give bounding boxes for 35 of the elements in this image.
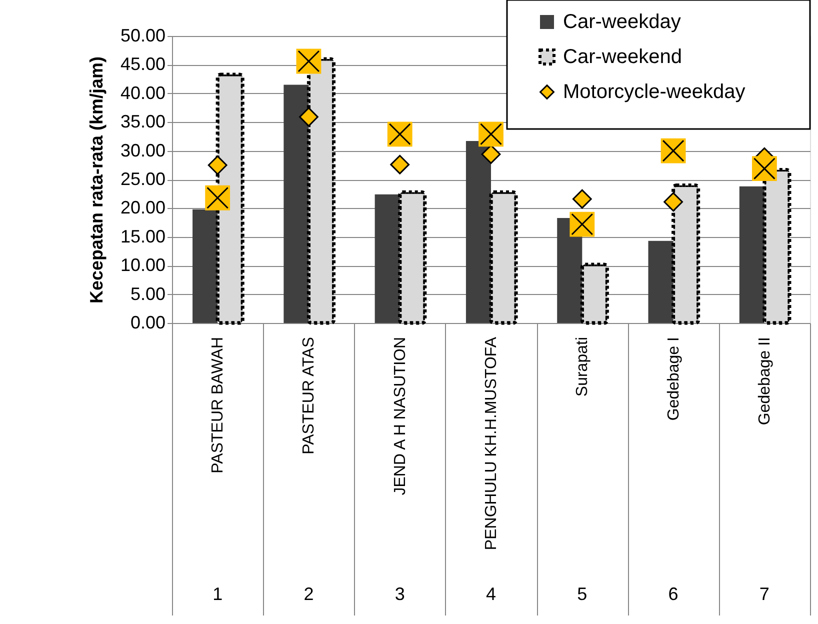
- x-tick-label: JEND A H NASUTION: [392, 337, 409, 496]
- text: 2: [304, 584, 314, 604]
- y-tick-label: 10.00: [120, 255, 166, 276]
- point: [390, 154, 410, 174]
- y-tick-label: 40.00: [120, 82, 166, 103]
- y-tick-label: 15.00: [120, 226, 166, 246]
- text: 3: [394, 584, 405, 604]
- point: [572, 189, 592, 209]
- y-tick-label: 50.00: [120, 26, 166, 46]
- text: 7: [759, 584, 770, 604]
- text: 1: [212, 584, 223, 604]
- x-tick-label: Surapati: [574, 337, 592, 397]
- text: 6: [668, 584, 678, 604]
- y-tick-label: 35.00: [120, 112, 166, 132]
- x-tick-label: Gedebage I: [665, 337, 682, 421]
- y-tick-label: 45.00: [120, 54, 166, 74]
- x-tick-label: PENGHULU KH.H.MUSTOFA: [483, 336, 500, 550]
- point: [481, 144, 501, 164]
- legend-label: Motorcycle-weekday: [563, 81, 746, 103]
- x-tick-label: PASTEUR BAWAH: [210, 337, 227, 474]
- x-tick-label: PASTEUR ATAS: [300, 337, 318, 454]
- y-tick-label: 30.00: [120, 140, 166, 160]
- legend-label: Car-weekend: [563, 46, 682, 68]
- y-tick-label: 25.00: [120, 169, 166, 189]
- x-tick-label: Gedebage II: [756, 337, 774, 426]
- legend-label: Car-weekday: [563, 11, 681, 33]
- y-axis-title: Kecepatan rata-rata (km/jam): [86, 56, 106, 304]
- point: [208, 155, 228, 175]
- point: [664, 192, 683, 212]
- point: [299, 107, 318, 127]
- text: 5: [577, 584, 588, 604]
- y-tick-label: 20.00: [120, 198, 166, 218]
- text: 4: [486, 584, 496, 604]
- y-tick-label: 5.00: [130, 284, 166, 304]
- y-tick-label: 0.00: [130, 312, 166, 332]
